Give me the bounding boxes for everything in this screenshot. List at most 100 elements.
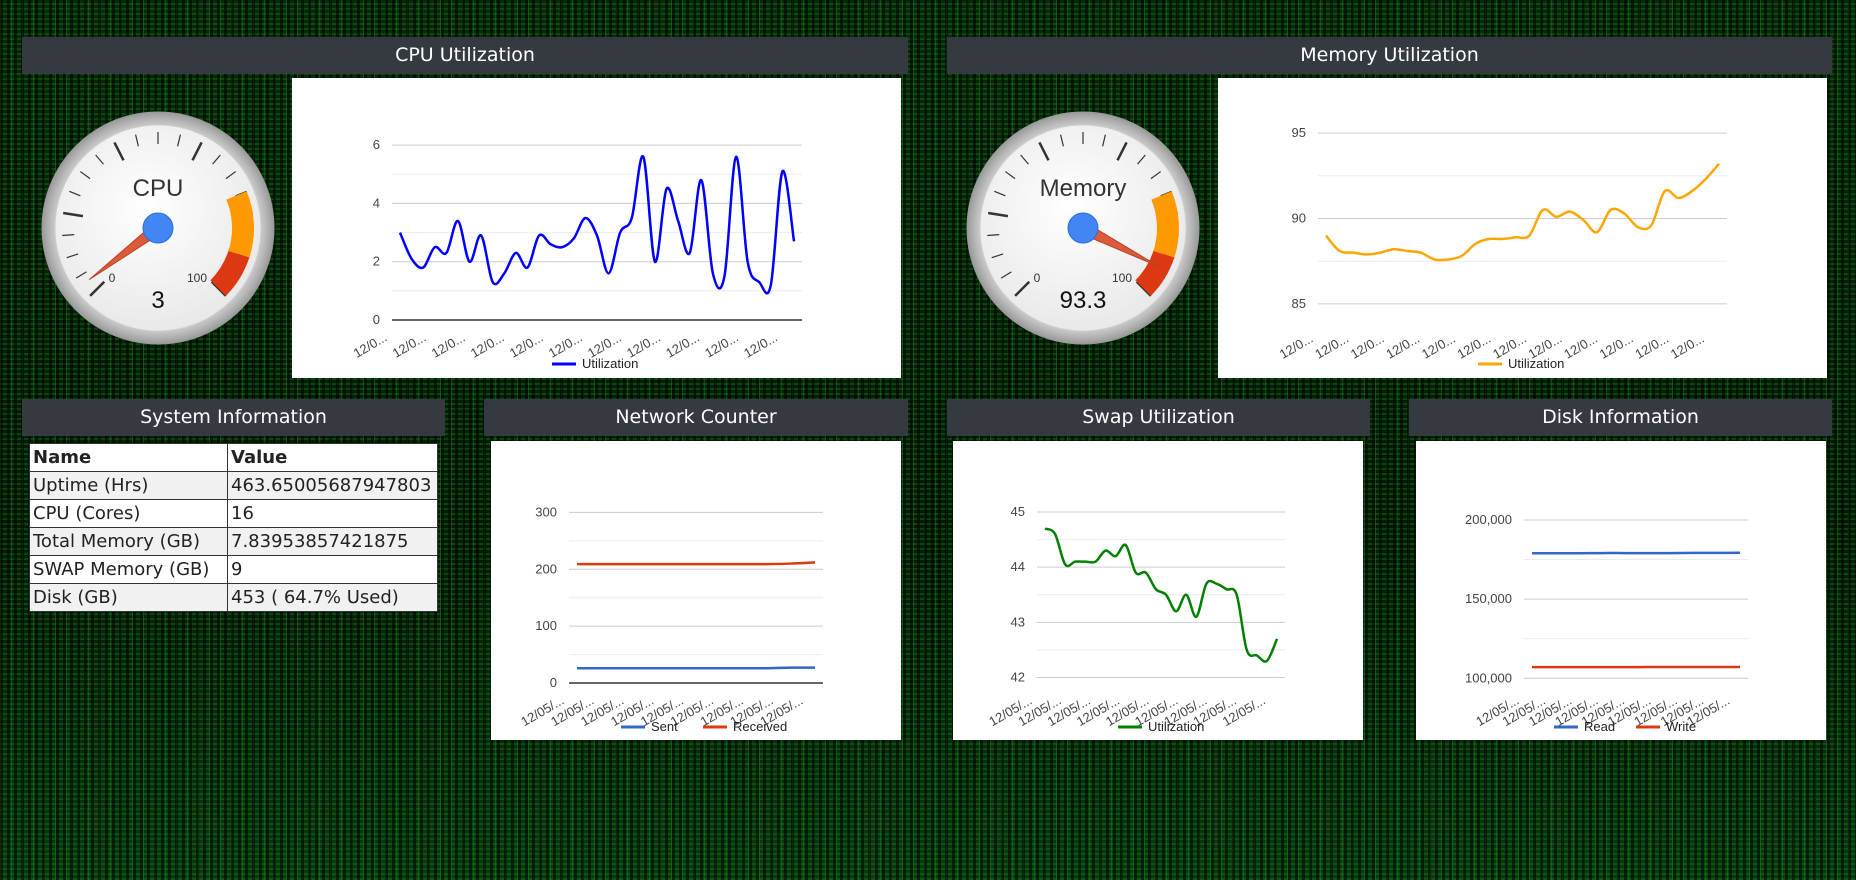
gauge-tick xyxy=(994,190,1006,197)
x-tick-label: 12/0... xyxy=(546,330,585,361)
gauge-tick xyxy=(235,190,247,197)
system-information-header: System Information xyxy=(22,399,445,436)
column-header-value: Value xyxy=(227,443,438,472)
network-line-chart: 010020030012/05/...12/05/...12/05/...12/… xyxy=(518,504,823,734)
cpu-gauge-needle xyxy=(88,212,174,281)
row-value: 9 xyxy=(227,555,438,584)
row-value: 453 ( 64.7% Used) xyxy=(227,583,438,612)
gauge-tick xyxy=(1000,271,1012,279)
row-name: SWAP Memory (GB) xyxy=(29,555,228,584)
x-tick-label: 12/0... xyxy=(702,330,741,361)
memory-gauge-max: 100 xyxy=(1112,271,1132,285)
gauge-tick xyxy=(991,253,1004,259)
column-header-name: Name xyxy=(29,443,228,472)
legend-label: Read xyxy=(1584,719,1615,734)
gauge-tick xyxy=(79,171,91,180)
y-tick-label: 90 xyxy=(1292,211,1306,226)
gauge-warning-band xyxy=(226,191,254,258)
gauge-tick xyxy=(113,141,125,161)
gauge-tick xyxy=(1038,141,1050,161)
gauge-tick xyxy=(69,190,81,197)
y-tick-label: 44 xyxy=(1011,559,1025,574)
gauge-tick xyxy=(987,233,1000,237)
gauge-tick xyxy=(1004,171,1016,180)
memory-gauge-min: 0 xyxy=(1034,271,1041,285)
gauge-tick xyxy=(66,253,79,259)
system-information-table: Name Value Uptime (Hrs) 463.650056879478… xyxy=(29,443,438,612)
legend-label: Sent xyxy=(651,719,678,734)
disk-chart-box: 100,000 150,000 200,000 12/05/... 12/05/... 1… xyxy=(1416,441,1826,740)
table-row: Total Memory (GB) 7.83953857421875 xyxy=(29,527,438,556)
y-tick-label: 200 xyxy=(535,561,557,576)
cpu-gauge-bands xyxy=(210,191,254,296)
legend-label: Utilization xyxy=(1508,356,1564,371)
row-name: Uptime (Hrs) xyxy=(29,471,228,500)
gauge-tick xyxy=(1020,154,1029,165)
cpu-chart-box: 0 2 4 6 12/0... 12/0... 12/0... 12/0... 12/0... 1… xyxy=(292,78,901,378)
memory-line-chart: 85909512/0...12/0...12/0...12/0...12/0..… xyxy=(1277,125,1727,371)
cpu-gauge-value: 3 xyxy=(151,287,164,314)
y-tick-label: 100 xyxy=(535,618,557,633)
y-tick-label: 2 xyxy=(373,254,380,269)
gauge-danger-band xyxy=(210,250,250,296)
gauge-tick xyxy=(89,280,106,297)
x-tick-label: 12/0... xyxy=(468,330,507,361)
series-line xyxy=(1325,163,1720,262)
row-value: 7.83953857421875 xyxy=(227,527,438,556)
y-tick-label: 4 xyxy=(373,195,380,210)
swap-utilization-title: Swap Utilization xyxy=(1082,406,1235,428)
row-value: 16 xyxy=(227,499,438,528)
cpu-gauge-label: CPU xyxy=(133,175,184,202)
x-tick-label: 12/0... xyxy=(1277,331,1316,362)
y-tick-label: 42 xyxy=(1011,669,1025,684)
x-tick-label: 12/0... xyxy=(429,330,468,361)
y-tick-label: 43 xyxy=(1011,614,1025,629)
x-tick-label: 12/0... xyxy=(1668,331,1707,362)
gauge-danger-band xyxy=(1135,250,1175,296)
gauge-tick xyxy=(225,171,237,180)
network-counter-title: Network Counter xyxy=(615,406,777,428)
gauge-tick xyxy=(177,134,181,147)
memory-gauge-needle xyxy=(1067,212,1160,268)
disk-line-chart: 100,000150,000200,00012/05/...12/05/...1… xyxy=(1465,512,1748,734)
series-line xyxy=(577,561,816,566)
gauge-tick xyxy=(62,211,84,218)
legend-label: Utilization xyxy=(582,356,638,371)
x-tick-label: 12/0... xyxy=(1597,331,1636,362)
gauge-tick xyxy=(135,134,139,147)
network-counter-header: Network Counter xyxy=(484,399,908,436)
memory-gauge-value: 93.3 xyxy=(1060,287,1107,314)
x-tick-label: 12/0... xyxy=(1312,331,1351,362)
x-tick-label: 12/0... xyxy=(1455,331,1494,362)
y-tick-label: 200,000 xyxy=(1465,512,1512,527)
gauge-tick xyxy=(1014,280,1031,297)
table-row: SWAP Memory (GB) 9 xyxy=(29,555,438,584)
y-tick-label: 150,000 xyxy=(1465,591,1512,606)
y-tick-label: 0 xyxy=(550,675,557,690)
memory-utilization-header: Memory Utilization xyxy=(947,37,1832,74)
memory-gauge-label: Memory xyxy=(1040,175,1127,202)
series-line xyxy=(577,666,816,670)
row-value: 463.65005687947803 xyxy=(227,471,438,500)
cpu-utilization-title: CPU Utilization xyxy=(395,44,535,66)
gauge-tick xyxy=(75,271,87,279)
series-line xyxy=(398,155,796,295)
cpu-gauge: CPU 0 100 3 xyxy=(40,110,276,350)
y-tick-label: 6 xyxy=(373,137,380,152)
memory-utilization-title: Memory Utilization xyxy=(1300,44,1479,66)
table-header-row: Name Value xyxy=(29,443,438,472)
disk-information-header: Disk Information xyxy=(1409,399,1832,436)
row-name: Total Memory (GB) xyxy=(29,527,228,556)
y-tick-label: 45 xyxy=(1011,504,1025,519)
memory-chart-box: 85 90 95 12/0... 12/0... 12/0... 12/0... 12/0..… xyxy=(1218,78,1827,378)
memory-gauge-bands xyxy=(1135,191,1179,296)
x-tick-label: 12/0... xyxy=(1419,331,1458,362)
gauge-tick xyxy=(1160,190,1172,197)
x-tick-label: 12/0... xyxy=(741,330,780,361)
memory-gauge: Memory 0 100 93.3 xyxy=(965,110,1201,350)
gauge-warning-band xyxy=(1151,191,1179,258)
x-tick-label: 12/0... xyxy=(1561,331,1600,362)
table-row: Disk (GB) 453 ( 64.7% Used) xyxy=(29,583,438,612)
table-row: Uptime (Hrs) 463.65005687947803 xyxy=(29,471,438,500)
gauge-tick xyxy=(1150,171,1162,180)
